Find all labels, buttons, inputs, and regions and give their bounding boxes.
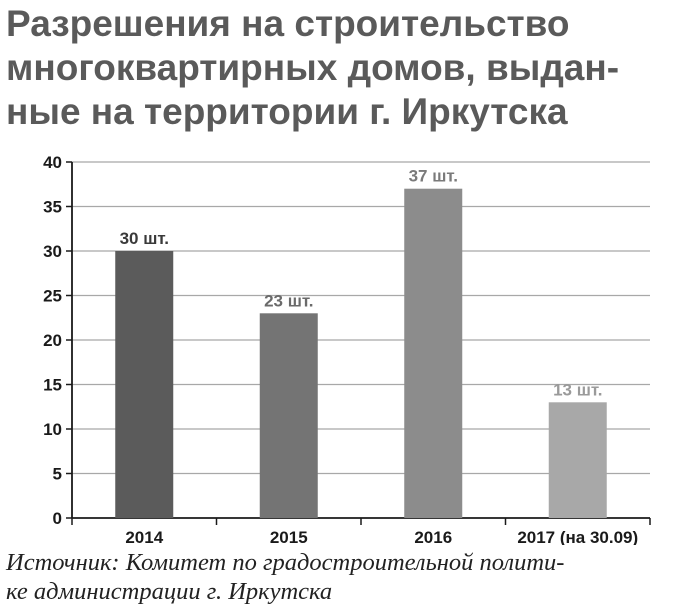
x-category-label: 2014 xyxy=(125,528,163,545)
y-tick-label: 15 xyxy=(43,376,62,395)
y-tick-label: 40 xyxy=(43,153,62,172)
x-category-label: 2017 (на 30.09) xyxy=(517,528,638,545)
y-tick-label: 30 xyxy=(43,242,62,261)
chart-title: Разрешения на строительство многоквартир… xyxy=(6,2,692,134)
y-tick-label: 35 xyxy=(43,198,62,217)
bar xyxy=(548,402,607,518)
bar xyxy=(115,251,174,518)
source-note: Источник: Комитет по градостроительной п… xyxy=(6,548,692,606)
bar-data-label: 13 шт. xyxy=(553,380,602,399)
x-category-label: 2016 xyxy=(414,528,452,545)
x-category-label: 2015 xyxy=(270,528,308,545)
chart-title-line-1: Разрешения на строительство xyxy=(6,3,570,44)
chart-title-line-2: многоквартирных домов, выдан- xyxy=(6,47,620,88)
bar-data-label: 37 шт. xyxy=(409,167,458,186)
y-tick-label: 5 xyxy=(53,465,62,484)
bar xyxy=(404,188,463,518)
bar xyxy=(259,313,318,518)
y-tick-label: 20 xyxy=(43,331,62,350)
source-line-2: ке администрации г. Иркутска xyxy=(6,578,333,605)
bar-data-label: 30 шт. xyxy=(120,229,169,248)
bar-data-label: 23 шт. xyxy=(264,291,313,310)
y-tick-label: 10 xyxy=(43,420,62,439)
source-line-1: Источник: Комитет по градостроительной п… xyxy=(6,549,565,576)
chart-title-line-3: ные на территории г. Иркутска xyxy=(6,91,568,132)
y-tick-label: 0 xyxy=(53,509,62,528)
bar-chart: 0 5 10 15 20 25 30 35 40 30 шт. 2014 23 шт. 2015 37 ш… xyxy=(43,153,651,545)
y-tick-label: 25 xyxy=(43,287,62,306)
